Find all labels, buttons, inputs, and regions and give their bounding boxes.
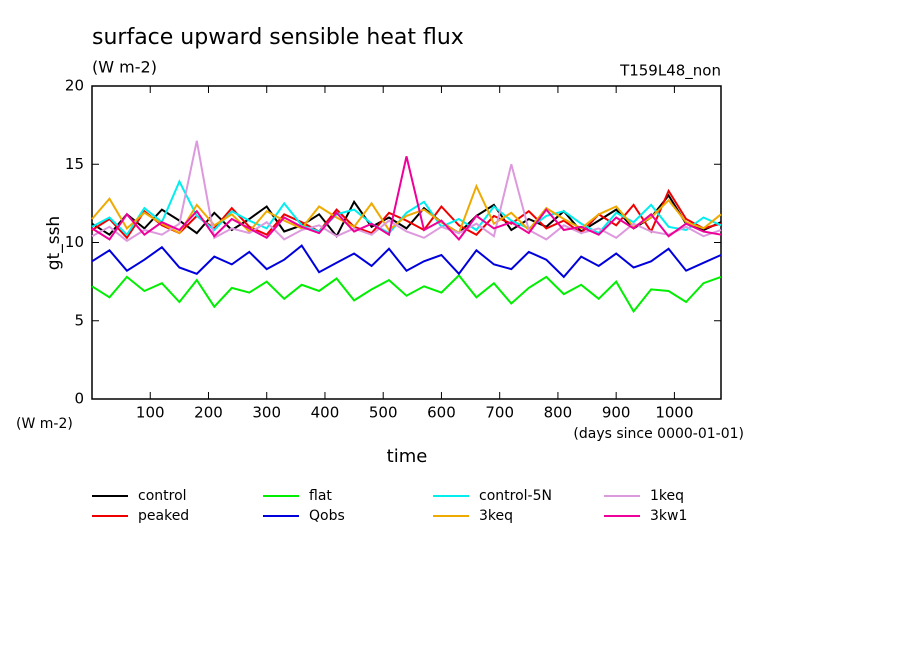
x-tick-label: 900 (602, 404, 631, 422)
x-tick-label: 300 (252, 404, 281, 422)
series-line (91, 193, 722, 239)
legend-label: Qobs (309, 508, 345, 524)
y-tick-label: 20 (65, 77, 84, 95)
x-axis-unit: (days since 0000-01-01) (573, 426, 744, 442)
series-line (91, 183, 722, 235)
series-line (91, 273, 722, 314)
series-line (91, 179, 722, 237)
y-tick-label: 10 (65, 233, 84, 251)
chart-title: surface upward sensible heat flux (92, 25, 464, 50)
y-axis-label: gt_ssh (44, 216, 64, 270)
legend-label: control (138, 488, 187, 504)
x-tick-label: 500 (369, 404, 398, 422)
x-axis-label: time (387, 446, 428, 467)
chart-subtitle: (W m-2) (92, 58, 157, 77)
x-tick-label: 400 (311, 404, 340, 422)
series-line (91, 140, 722, 243)
y-tick-label: 0 (74, 390, 84, 408)
x-tick-label: 700 (485, 404, 514, 422)
legend-label: 3kw1 (650, 508, 687, 524)
series-line (91, 156, 722, 241)
legend-label: peaked (138, 508, 189, 524)
x-tick-label: 800 (544, 404, 573, 422)
y-tick-label: 5 (74, 311, 84, 329)
legend-label: flat (309, 488, 332, 504)
y-axis-unit: (W m-2) (16, 416, 73, 432)
legend-label: control-5N (479, 488, 552, 504)
x-tick-label: 600 (427, 404, 456, 422)
legend-label: 3keq (479, 508, 513, 524)
x-tick-label: 200 (194, 404, 223, 422)
y-tick-label: 15 (65, 155, 84, 173)
legend-label: 1keq (650, 488, 684, 504)
x-tick-label: 100 (136, 404, 165, 422)
run-label: T159L48_non (619, 62, 721, 81)
series-line (91, 244, 722, 279)
x-tick-label: 1000 (655, 404, 693, 422)
